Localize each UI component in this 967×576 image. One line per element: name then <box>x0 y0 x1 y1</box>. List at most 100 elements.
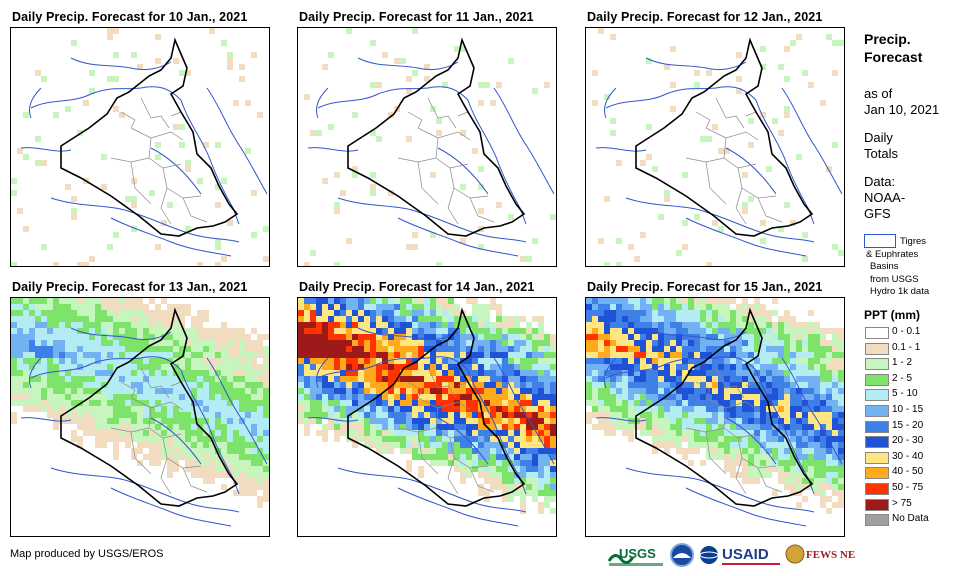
precip-cell <box>814 376 820 382</box>
precip-cell <box>616 328 622 334</box>
precip-cell <box>460 364 466 370</box>
legend-swatch <box>865 358 889 371</box>
precip-cell <box>790 352 796 358</box>
precip-cell <box>730 412 736 418</box>
precip-cell <box>119 316 125 322</box>
precip-cell <box>316 364 322 370</box>
precip-cell <box>352 358 358 364</box>
precip-cell <box>376 382 382 388</box>
precip-cell <box>790 328 796 334</box>
precip-cell <box>11 178 17 184</box>
precip-cell <box>298 376 304 382</box>
precip-cell <box>838 478 844 484</box>
precip-cell <box>730 310 736 316</box>
data-source-line: Data: <box>864 174 896 189</box>
precip-cell <box>688 424 694 430</box>
precip-cell <box>532 346 538 352</box>
precip-cell <box>125 370 131 376</box>
precip-cell <box>652 430 658 436</box>
precip-cell <box>484 442 490 448</box>
precip-cell <box>113 406 119 412</box>
precip-cell <box>424 382 430 388</box>
precip-cell <box>155 154 161 160</box>
precip-cell <box>310 382 316 388</box>
precip-cell <box>532 376 538 382</box>
precip-cell <box>35 304 41 310</box>
precip-cell <box>730 430 736 436</box>
precip-cell <box>610 346 616 352</box>
precip-cell <box>484 400 490 406</box>
precip-cell <box>17 322 23 328</box>
precip-cell <box>778 382 784 388</box>
precip-cell <box>304 322 310 328</box>
precip-cell <box>538 502 544 508</box>
precip-cell <box>137 334 143 340</box>
precip-cell <box>239 388 245 394</box>
precip-cell <box>472 364 478 370</box>
precip-cell <box>209 400 215 406</box>
precip-cell <box>137 322 143 328</box>
precip-cell <box>167 400 173 406</box>
precip-cell <box>23 346 29 352</box>
precip-cell <box>718 298 724 304</box>
precip-cell <box>472 430 478 436</box>
precip-cell <box>532 340 538 346</box>
precip-cell <box>538 436 544 442</box>
precip-cell <box>442 370 448 376</box>
precip-cell <box>400 436 406 442</box>
precip-cell <box>107 412 113 418</box>
precip-cell <box>47 406 53 412</box>
precip-cell <box>352 370 358 376</box>
precip-cell <box>496 328 502 334</box>
precip-cell <box>760 328 766 334</box>
precip-cell <box>119 298 125 304</box>
precip-cell <box>796 412 802 418</box>
precip-cell <box>628 394 634 400</box>
precip-cell <box>310 412 316 418</box>
precip-cell <box>119 430 125 436</box>
precip-cell <box>125 340 131 346</box>
precip-cell <box>257 112 263 118</box>
precip-cell <box>239 334 245 340</box>
precip-cell <box>346 298 352 304</box>
precip-cell <box>466 358 472 364</box>
precip-cell <box>622 406 628 412</box>
precip-cell <box>155 454 161 460</box>
precip-cell <box>143 430 149 436</box>
legend-label: 20 - 30 <box>892 435 924 447</box>
precip-cell <box>760 448 766 454</box>
precip-cell <box>640 400 646 406</box>
precip-cell <box>652 376 658 382</box>
precip-cell <box>137 340 143 346</box>
precip-cell <box>17 388 23 394</box>
precip-cell <box>89 412 95 418</box>
province-boundary <box>162 167 202 199</box>
precip-cell <box>11 394 17 400</box>
precip-cell <box>430 328 436 334</box>
precip-cell <box>203 352 209 358</box>
precip-cell <box>778 370 784 376</box>
precip-cell <box>502 352 508 358</box>
precip-cell <box>394 412 400 418</box>
precip-cell <box>394 388 400 394</box>
precip-cell <box>370 358 376 364</box>
precip-cell <box>496 454 502 460</box>
precip-cell <box>796 34 802 40</box>
precip-cell <box>167 436 173 442</box>
precip-cell <box>29 358 35 364</box>
precip-cell <box>131 364 137 370</box>
precip-cell <box>472 394 478 400</box>
precip-cell <box>316 412 322 418</box>
precip-cell <box>490 382 496 388</box>
precip-cell <box>604 376 610 382</box>
province-boundary <box>723 407 757 439</box>
precip-cell <box>233 490 239 496</box>
precip-cell <box>742 172 748 178</box>
precip-cell <box>400 394 406 400</box>
basin-line <box>625 197 815 243</box>
precip-cell <box>778 400 784 406</box>
precip-cell <box>538 424 544 430</box>
precip-cell <box>316 310 322 316</box>
precip-cell <box>107 28 113 34</box>
precip-cell <box>17 394 23 400</box>
